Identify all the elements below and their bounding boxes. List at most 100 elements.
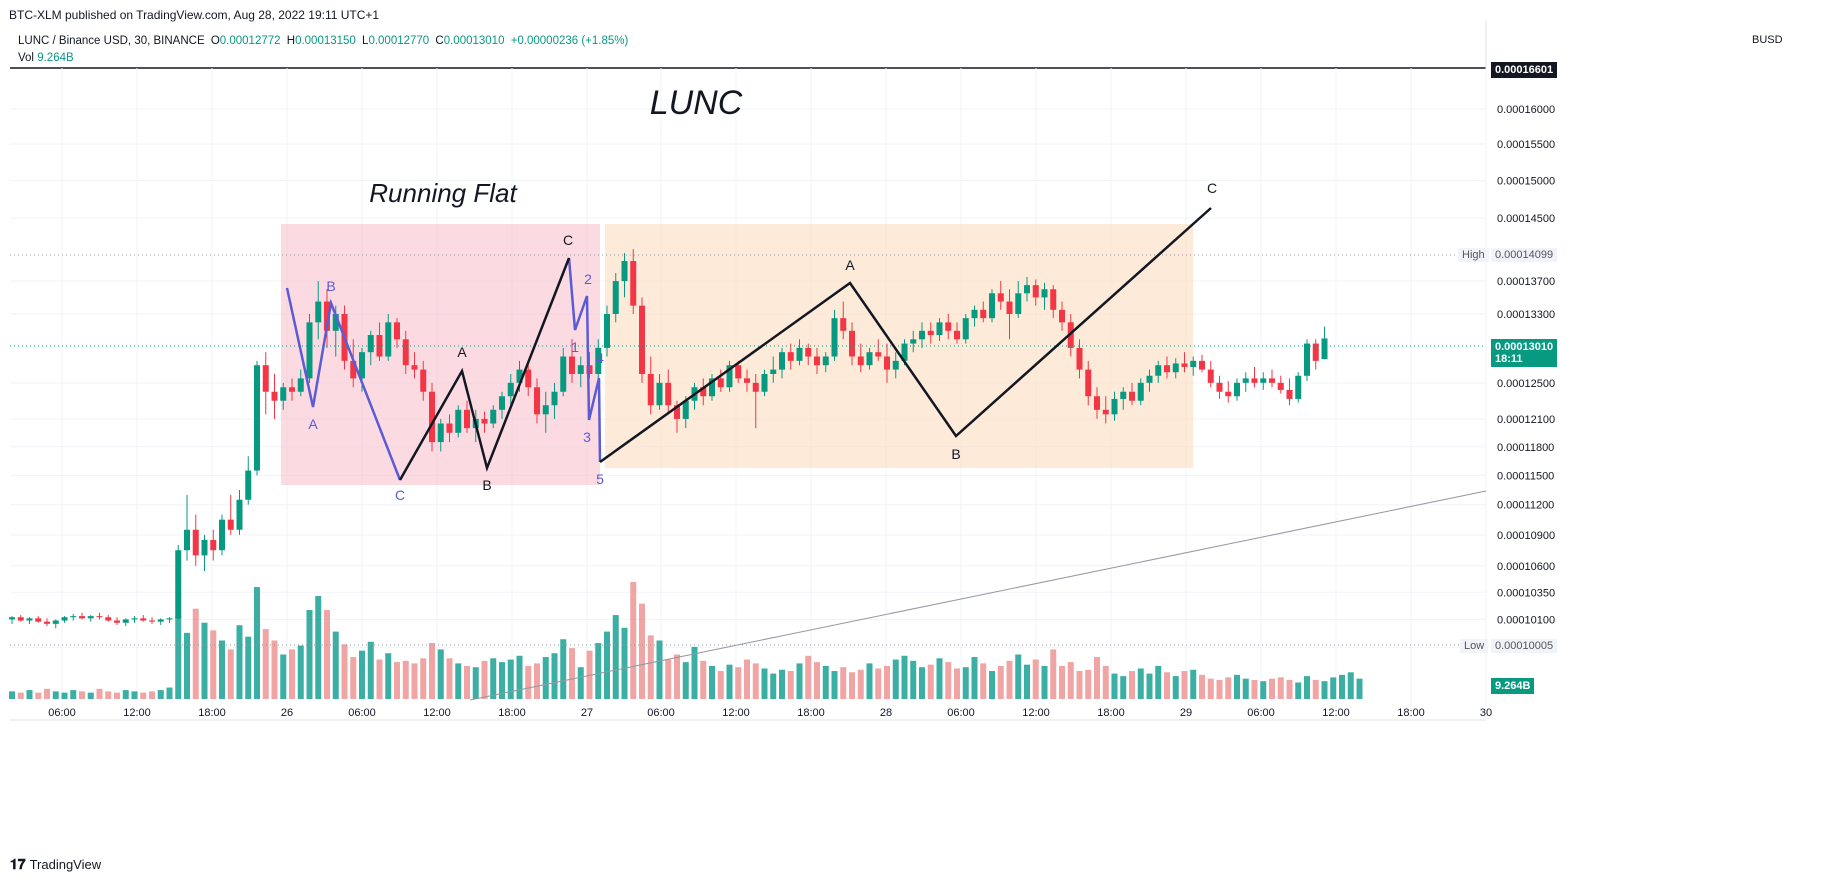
volume-bar xyxy=(44,688,50,699)
volume-bar xyxy=(262,629,269,699)
candle-body xyxy=(315,301,322,323)
last-price-tag: 0.00013010 18:11 xyxy=(1491,339,1558,367)
high-label: High xyxy=(1458,248,1489,262)
x-tick-label: 18:00 xyxy=(1097,707,1125,719)
volume-bar xyxy=(726,664,733,699)
volume-bar xyxy=(350,657,357,699)
volume-bar xyxy=(175,616,182,699)
volume-bar xyxy=(1155,665,1162,699)
volume-bar xyxy=(1041,665,1048,699)
tradingview-brand-label: TradingView xyxy=(29,857,102,872)
volume-bar xyxy=(394,662,400,699)
candle-body xyxy=(1164,365,1170,373)
candle-body xyxy=(1242,378,1249,383)
candle-body xyxy=(9,617,15,620)
volume-bar xyxy=(1277,677,1284,699)
volume-bar xyxy=(577,667,584,699)
volume-bar xyxy=(1199,674,1205,699)
volume-bar xyxy=(682,662,689,699)
volume-bar xyxy=(17,692,24,699)
volume-bar xyxy=(341,644,348,699)
volume-bar xyxy=(236,625,243,699)
volume-bar xyxy=(280,654,287,699)
candle-body xyxy=(350,360,357,379)
volume-bar xyxy=(210,630,217,699)
volume-bar xyxy=(219,640,225,699)
volume-bar xyxy=(96,688,103,699)
volume-bar xyxy=(1015,654,1022,699)
candle-body xyxy=(464,409,470,429)
volume-legend: Vol 9.264B xyxy=(18,52,74,64)
candle-body xyxy=(612,281,619,314)
candle-body xyxy=(446,423,453,433)
candle-body xyxy=(1260,378,1267,383)
y-tick-label: 0.00013300 xyxy=(1497,309,1555,321)
y-tick-label: 0.00011500 xyxy=(1497,470,1554,482)
candle-body xyxy=(1312,343,1319,361)
x-tick-label: 06:00 xyxy=(947,707,975,719)
wave-label-b: B xyxy=(482,477,491,493)
symbol-label[interactable]: LUNC / Binance USD, 30, BINANCE xyxy=(18,35,205,47)
volume-bar xyxy=(367,641,374,699)
wave-label-4: 4 xyxy=(596,350,604,366)
volume-bar xyxy=(192,608,199,699)
volume-bar xyxy=(472,667,479,699)
wave-label-3: 3 xyxy=(583,429,591,445)
volume-bar xyxy=(1094,657,1100,699)
candle-body xyxy=(700,387,707,397)
candle-body xyxy=(560,356,567,392)
published-by-text: BTC-XLM published on TradingView.com, Au… xyxy=(9,8,380,22)
pattern-boxes xyxy=(281,224,1193,485)
wave-label-c: C xyxy=(563,232,573,248)
x-tick-label: 06:00 xyxy=(348,707,376,719)
y-tick-label: 0.00010600 xyxy=(1497,561,1555,573)
currency-label[interactable]: BUSD xyxy=(1752,34,1783,46)
candle-body xyxy=(569,356,575,374)
volume-bar xyxy=(630,582,637,699)
volume-bar xyxy=(542,657,549,699)
candle-body xyxy=(140,618,147,621)
candle-body xyxy=(857,356,864,366)
candle-body xyxy=(639,305,645,374)
volume-bar xyxy=(1137,668,1144,699)
volume-bar xyxy=(656,640,663,699)
volume-bar xyxy=(297,645,304,699)
blue-abc-wave xyxy=(285,287,402,481)
volume-bar xyxy=(665,659,672,699)
candle-body xyxy=(149,620,155,622)
wave-label-a: A xyxy=(845,257,855,273)
high-label: H xyxy=(286,35,296,47)
candle-body xyxy=(595,347,602,374)
volume-bar xyxy=(945,662,952,699)
candle-body xyxy=(1277,382,1284,390)
candle-body xyxy=(1024,285,1030,294)
candle-body xyxy=(866,352,873,366)
candle-body xyxy=(954,330,960,340)
candle-body xyxy=(280,387,287,401)
volume-bar xyxy=(385,653,392,699)
candle-body xyxy=(927,330,934,336)
volume-bar xyxy=(752,663,759,699)
volume-bar xyxy=(1050,649,1057,699)
change-value: +0.00000236 (+1.85%) xyxy=(510,35,629,47)
tradingview-brand[interactable]: 𝟏𝟕 TradingView xyxy=(10,856,101,873)
volume-bar xyxy=(875,668,882,699)
candle-body xyxy=(840,318,847,331)
candle-body xyxy=(1050,289,1057,310)
x-tick-label: 27 xyxy=(581,707,593,719)
volume-bar xyxy=(709,665,715,699)
candle-body xyxy=(997,293,1004,302)
candle-body xyxy=(1234,382,1240,397)
candle-body xyxy=(604,313,610,348)
candle-body xyxy=(752,382,759,392)
x-tick-label: 12:00 xyxy=(722,707,750,719)
volume-bar xyxy=(525,665,532,699)
volume-bar xyxy=(1181,671,1188,699)
volume-bar xyxy=(35,692,42,699)
candle-body xyxy=(1059,309,1065,323)
volume-bar xyxy=(770,673,777,699)
volume-label[interactable]: Vol xyxy=(18,52,34,64)
volume-bar xyxy=(131,691,138,699)
candle-body xyxy=(1216,382,1223,392)
